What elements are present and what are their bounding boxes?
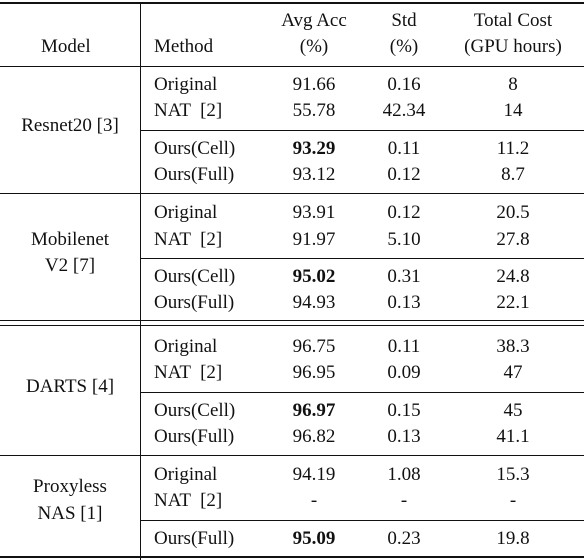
- header-avg-acc: Avg Acc: [281, 10, 347, 31]
- acc-cell: 96.95: [292, 362, 336, 383]
- acc-cell-best: 95.09: [292, 528, 336, 549]
- method-cell: Ours(Full): [154, 426, 235, 447]
- group-rule: [140, 258, 584, 259]
- model-name: Resnet20 [3]: [21, 115, 119, 136]
- std-cell: 0.12: [387, 202, 421, 223]
- acc-cell: 93.91: [292, 202, 336, 223]
- cost-cell: 8: [508, 74, 518, 95]
- cost-cell: 27.8: [496, 229, 530, 250]
- cost-cell: 15.3: [496, 464, 530, 485]
- header-total-cost: Total Cost: [473, 10, 553, 31]
- model-name: Mobilenet: [30, 229, 110, 250]
- acc-cell: 55.78: [292, 100, 336, 121]
- model-name: DARTS [4]: [25, 376, 115, 397]
- bottom-rule: [0, 556, 584, 558]
- cost-cell: -: [509, 490, 517, 511]
- std-cell: 5.10: [387, 229, 421, 250]
- cost-cell: 19.8: [496, 528, 530, 549]
- method-cell: Ours(Full): [154, 164, 235, 185]
- header-std-unit: (%): [389, 36, 419, 57]
- acc-cell-best: 93.29: [292, 138, 336, 159]
- method-cell: NAT [2]: [154, 362, 223, 383]
- group-rule: [140, 520, 584, 521]
- model-name: Proxyless: [33, 476, 107, 497]
- acc-cell: 91.66: [292, 74, 336, 95]
- header-method: Method: [154, 36, 214, 57]
- cost-cell: 14: [503, 100, 523, 121]
- column-divider: [140, 2, 141, 560]
- std-cell: 0.12: [387, 164, 421, 185]
- cost-cell: 11.2: [496, 138, 530, 159]
- std-cell: 0.31: [387, 266, 421, 287]
- std-cell: 0.15: [387, 400, 421, 421]
- std-cell: 0.13: [387, 426, 421, 447]
- method-cell: Ours(Full): [154, 528, 235, 549]
- acc-cell: 91.97: [292, 229, 336, 250]
- std-cell: 42.34: [382, 100, 426, 121]
- model-name: V2 [7]: [44, 255, 96, 276]
- double-rule: [0, 325, 584, 326]
- acc-cell: 96.75: [292, 336, 336, 357]
- group-rule: [140, 130, 584, 131]
- header-model: Model: [41, 36, 91, 57]
- method-cell: Ours(Cell): [154, 266, 236, 287]
- std-cell: 0.23: [387, 528, 421, 549]
- method-cell: NAT [2]: [154, 100, 223, 121]
- cost-cell: 24.8: [496, 266, 530, 287]
- group-rule: [0, 455, 584, 456]
- method-cell: Original: [154, 464, 218, 485]
- std-cell: 0.11: [387, 336, 421, 357]
- header-std: Std: [391, 10, 417, 31]
- cost-cell: 20.5: [496, 202, 530, 223]
- header-total-cost-unit: (GPU hours): [464, 36, 562, 57]
- cost-cell: 38.3: [496, 336, 530, 357]
- cost-cell: 45: [503, 400, 523, 421]
- method-cell: Original: [154, 74, 218, 95]
- group-rule: [140, 392, 584, 393]
- header-avg-acc-unit: (%): [299, 36, 329, 57]
- method-cell: NAT [2]: [154, 229, 223, 250]
- std-cell: 0.13: [387, 292, 421, 313]
- acc-cell: -: [310, 490, 318, 511]
- std-cell: 0.09: [387, 362, 421, 383]
- cost-cell: 22.1: [496, 292, 530, 313]
- method-cell: Original: [154, 202, 218, 223]
- std-cell: -: [400, 490, 408, 511]
- group-rule: [0, 193, 584, 194]
- acc-cell-best: 95.02: [292, 266, 336, 287]
- method-cell: NAT [2]: [154, 490, 223, 511]
- acc-cell: 94.93: [292, 292, 336, 313]
- cost-cell: 47: [503, 362, 523, 383]
- cost-cell: 8.7: [501, 164, 525, 185]
- acc-cell: 94.19: [292, 464, 336, 485]
- method-cell: Ours(Cell): [154, 400, 236, 421]
- model-name: NAS [1]: [37, 503, 103, 524]
- acc-cell: 96.82: [292, 426, 336, 447]
- method-cell: Ours(Full): [154, 292, 235, 313]
- std-cell: 0.16: [387, 74, 421, 95]
- method-cell: Original: [154, 336, 218, 357]
- top-rule: [0, 2, 584, 4]
- acc-cell-best: 96.97: [292, 400, 336, 421]
- std-cell: 0.11: [387, 138, 421, 159]
- header-rule: [0, 66, 584, 67]
- double-rule: [0, 320, 584, 321]
- method-cell: Ours(Cell): [154, 138, 236, 159]
- cost-cell: 41.1: [496, 426, 530, 447]
- acc-cell: 93.12: [292, 164, 336, 185]
- std-cell: 1.08: [387, 464, 421, 485]
